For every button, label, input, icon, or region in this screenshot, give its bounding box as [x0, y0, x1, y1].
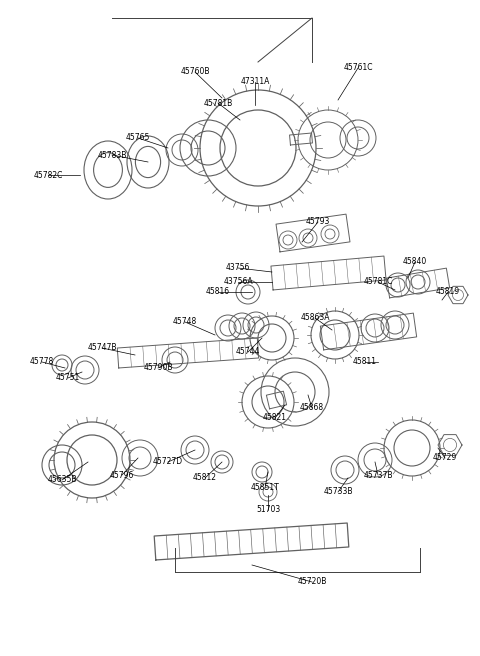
Text: 45747B: 45747B — [87, 344, 117, 352]
Text: 45782C: 45782C — [33, 171, 63, 180]
Text: 45796: 45796 — [110, 470, 134, 480]
Text: 45737B: 45737B — [363, 470, 393, 480]
Text: 45765: 45765 — [126, 134, 150, 142]
Text: 45778: 45778 — [30, 358, 54, 367]
Text: 45744: 45744 — [236, 348, 260, 356]
Text: 45840: 45840 — [403, 258, 427, 266]
Text: 45727D: 45727D — [153, 457, 183, 466]
Text: 45851T: 45851T — [251, 483, 279, 493]
Text: 45863A: 45863A — [300, 314, 330, 323]
Text: 45733B: 45733B — [323, 487, 353, 497]
Text: 45720B: 45720B — [297, 577, 327, 586]
Text: 45751: 45751 — [56, 373, 80, 382]
Text: 45812: 45812 — [193, 474, 217, 483]
Text: 45729: 45729 — [433, 453, 457, 462]
Text: 45781C: 45781C — [363, 277, 393, 287]
Text: 45819: 45819 — [436, 287, 460, 297]
Text: 45868: 45868 — [300, 403, 324, 413]
Text: 47311A: 47311A — [240, 77, 270, 87]
Text: 51703: 51703 — [256, 506, 280, 514]
Text: 45816: 45816 — [206, 287, 230, 297]
Text: 45760B: 45760B — [180, 68, 210, 77]
Text: 45783B: 45783B — [97, 150, 127, 159]
Text: 43756: 43756 — [226, 264, 250, 272]
Text: 45790B: 45790B — [143, 363, 173, 373]
Text: 45781B: 45781B — [204, 98, 233, 108]
Text: 45748: 45748 — [173, 318, 197, 327]
Text: 43756A: 43756A — [223, 277, 253, 287]
Text: 45811: 45811 — [353, 358, 377, 367]
Text: 45761C: 45761C — [343, 64, 373, 73]
Text: 45793: 45793 — [306, 218, 330, 226]
Text: 45821: 45821 — [263, 413, 287, 422]
Text: 45635B: 45635B — [47, 476, 77, 485]
